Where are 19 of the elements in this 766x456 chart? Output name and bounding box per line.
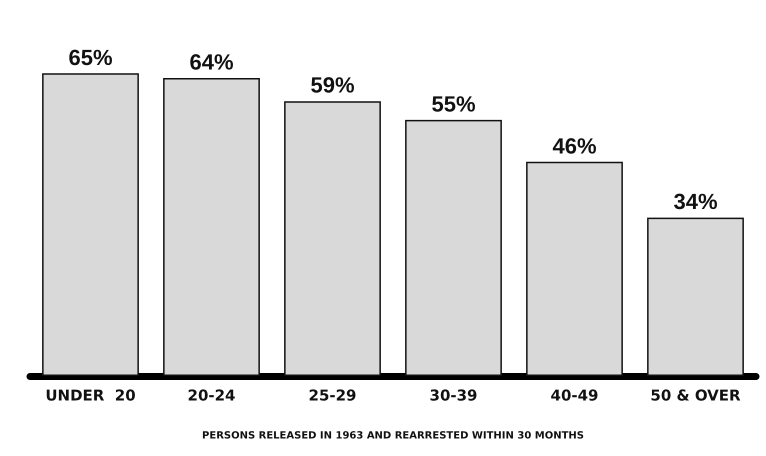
data-label: 59% [310,72,355,98]
bar [163,78,260,376]
data-label: 34% [673,189,718,214]
bar [42,73,139,376]
x-tick-label: 25-29 [308,386,356,404]
data-label: 46% [552,133,597,158]
x-tick-label: 40-49 [550,386,598,404]
bar [647,218,744,376]
bar [526,162,623,376]
x-tick-label: 30-39 [430,386,478,404]
x-axis-title: PERSONS RELEASED IN 1963 AND REARRESTED WITHIN 30 MONTHS [202,430,584,442]
data-label: 64% [189,49,234,74]
data-label: 55% [431,91,476,116]
data-label: 65% [68,44,113,70]
x-tick-label: 50 & OVER [650,386,742,404]
bar [405,120,502,376]
bar [284,101,381,376]
x-tick-label: UNDER 20 [45,386,136,404]
x-tick-label: 20-24 [188,386,236,404]
